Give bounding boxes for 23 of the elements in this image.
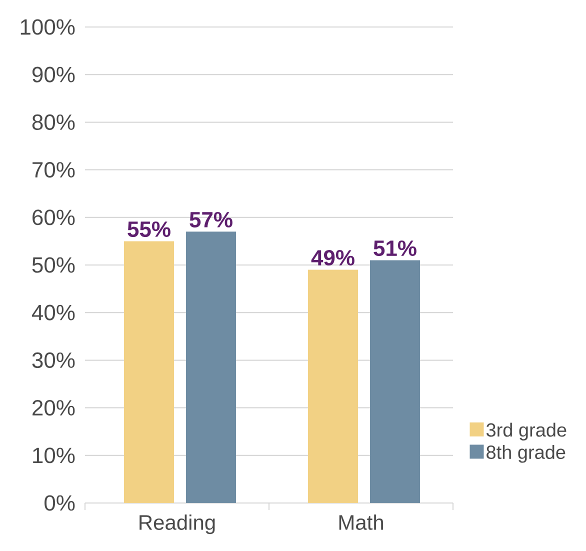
legend-label: 8th grade [486,445,566,463]
y-tick-label: 0% [44,495,75,511]
bar [186,232,236,503]
bar [124,241,174,503]
y-tick-label: 20% [32,400,75,416]
y-tick-label: 90% [32,66,75,82]
y-tick-label: 50% [32,257,75,273]
y-tick-label: 100% [20,19,75,35]
y-tick-label: 60% [32,210,75,226]
y-tick-label: 40% [32,304,75,320]
y-tick-label: 30% [32,352,75,368]
data-label: 57% [190,212,232,228]
y-tick-label: 80% [32,114,75,130]
data-label: 49% [311,250,354,266]
y-tick-label: 70% [32,162,75,178]
bar [308,270,358,503]
x-tick-label: Math [339,514,383,530]
legend-label: 3rd grade [486,422,566,440]
y-tick-label: 10% [33,448,75,464]
x-tick-label: Reading [140,514,215,534]
data-label: 55% [128,221,170,237]
bar [370,260,420,503]
data-label: 51% [374,240,416,256]
